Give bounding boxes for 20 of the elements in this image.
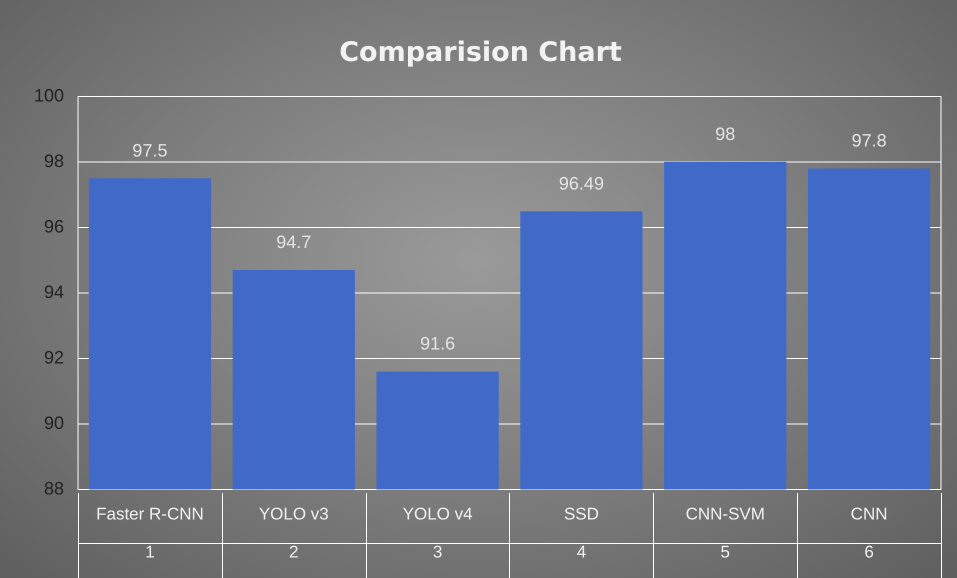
y-tick-label: 100 — [34, 85, 64, 106]
data-label: 91.6 — [420, 334, 456, 354]
x-tick-label: YOLO v4 3 — [402, 504, 473, 562]
y-tick-label: 96 — [44, 216, 64, 236]
y-tick-label: 94 — [44, 282, 64, 302]
y-tick-label: 90 — [44, 412, 64, 433]
x-tick-label: CNN-SVM 5 — [686, 504, 765, 562]
data-label: 98 — [715, 124, 736, 144]
x-tick-label: SSD 4 — [564, 504, 599, 562]
data-label: 96.49 — [558, 173, 604, 194]
x-tick-label: CNN 6 — [850, 504, 888, 562]
data-label: 97.5 — [132, 140, 168, 160]
y-tick-label: 92 — [44, 347, 64, 368]
y-tick-label: 88 — [44, 478, 64, 498]
y-tick-label: 98 — [44, 150, 64, 171]
data-label: 94.7 — [276, 232, 312, 252]
x-tick-label: YOLO v3 2 — [258, 504, 329, 562]
data-label: 97.8 — [852, 130, 887, 150]
chart-title: Comparision Chart — [339, 37, 622, 68]
x-tick-label: Faster R-CNN 1 — [96, 504, 204, 562]
